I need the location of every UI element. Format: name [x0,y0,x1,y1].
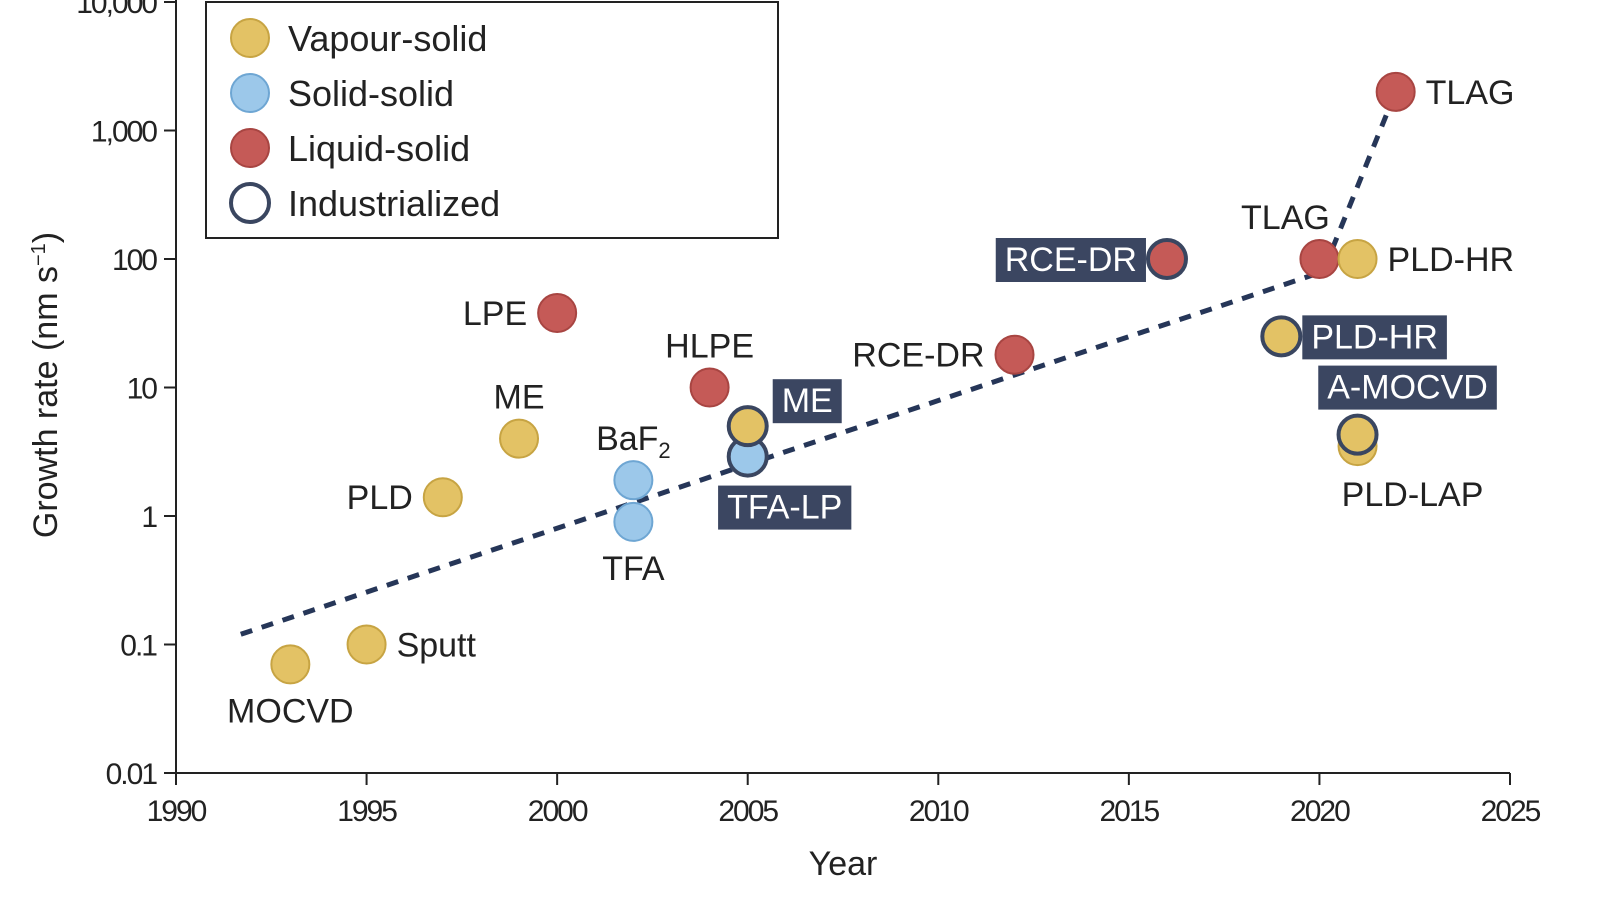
y-tick-label: 100 [112,244,157,277]
data-point [994,334,1035,375]
data-point [726,405,769,448]
x-tick-label: 2010 [909,795,969,828]
data-point [270,644,311,685]
point-labels: MOCVD Sputt PLD ME LPE BaF2 TFA HLPE TFA-LP ME RCE… [227,74,1514,731]
point-label: TFA [602,550,665,588]
point-label: MOCVD [227,692,354,730]
label-box [995,238,1146,282]
data-point [1299,239,1340,279]
y-tick-label: 10,000 [76,0,157,20]
point-label: TFA-LP [727,489,842,527]
point-label: TLAG [1241,199,1330,237]
data-point [1337,239,1378,279]
point-label: PLD-LAP [1342,476,1484,514]
legend-box [205,1,779,239]
data-point [422,477,463,518]
point-label: ME [494,379,545,417]
y-tick-label: 0.01 [106,758,158,791]
label-box [1302,315,1447,360]
x-tick-label: 2015 [1099,795,1159,828]
data-point [1260,315,1303,358]
legend-label: Liquid-solid [288,128,470,169]
legend-label: Vapour-solid [288,18,487,59]
x-tick-label: 2020 [1290,795,1350,828]
point-label: ME [782,382,833,420]
point-label: PLD [347,479,413,517]
legend-label: Industrialized [288,183,500,224]
y-tick-label: 10 [127,373,158,406]
legend-marker [230,18,270,58]
legend-label: Solid-solid [288,73,454,114]
label-box [772,379,842,424]
boxed-label: A-MOCVD [1318,365,1497,410]
y-axis-title: Growth rate (nm s−1) [27,232,65,538]
boxed-label: ME [772,379,842,424]
label-box [718,485,852,530]
boxed-label: TFA-LP [718,485,852,530]
y-tick-label: 0.1 [120,630,157,663]
legend: Vapour-solid Solid-solid Liquid-solid Indus… [205,1,779,239]
point-label: TLAG [1426,74,1515,112]
x-tick-label: 1995 [337,795,397,828]
data-point [1145,238,1188,280]
point-label: PLD-HR [1388,241,1515,279]
point-label: PLD-HR [1311,318,1438,356]
data-point [499,418,540,459]
data-point [346,624,387,665]
x-tick-label: 1990 [147,795,207,828]
point-label: RCE-DR [1005,241,1137,279]
data-point [613,501,654,542]
y-tick-label: 1,000 [91,116,157,149]
x-tick-label: 2025 [1481,795,1541,828]
legend-marker [230,128,270,168]
x-axis-title: Year [809,845,878,883]
label-box [1318,365,1497,410]
data-point [537,292,578,333]
point-label: HLPE [665,328,754,366]
axes: 0.01 0.1 1 10 100 1,000 10,000 1990 1995 2000 2005… [27,0,1543,883]
legend-marker [230,73,270,113]
data-point [613,460,654,501]
boxed-label: PLD-HR [1302,315,1447,360]
data-point [689,367,730,408]
x-tick-label: 2005 [718,795,778,828]
data-points [270,71,1416,685]
point-label: A-MOCVD [1327,369,1488,407]
data-point [1375,71,1416,112]
point-label: BaF2 [596,420,671,463]
boxed-label: RCE-DR [995,238,1146,282]
legend-marker [229,182,271,224]
y-tick-label: 1 [141,501,157,534]
point-label: RCE-DR [852,337,984,375]
point-label: LPE [463,295,527,333]
x-tick-label: 2000 [528,795,588,828]
data-point [1336,413,1379,456]
trend-line-path [240,90,1399,637]
trend-line [240,90,1399,637]
point-label: Sputt [397,627,477,665]
